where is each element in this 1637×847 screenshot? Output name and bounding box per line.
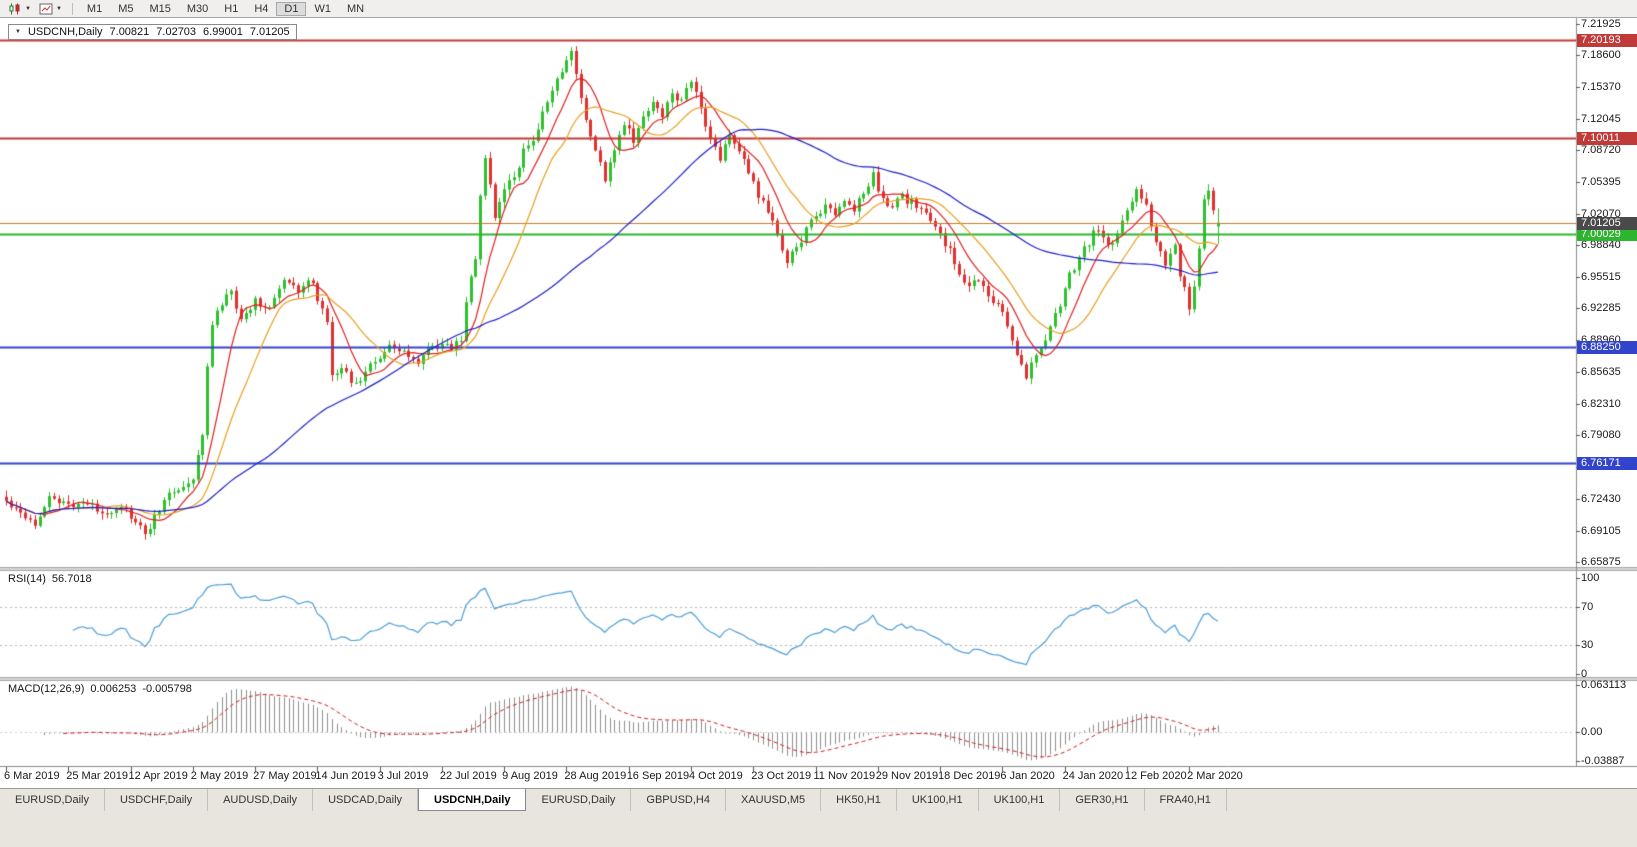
tab-audusd-daily[interactable]: AUDUSD,Daily [208, 789, 314, 811]
y-axis-tick: 7.08720 [1581, 144, 1621, 157]
price-axis[interactable]: 7.21925 7.18600 7.15370 7.12045 7.08720 7.053… [1577, 0, 1637, 847]
tab-usdchf-daily[interactable]: USDCHF,Daily [104, 789, 209, 811]
price-level-tag: 6.76171 [1577, 457, 1637, 471]
timeframe-d1[interactable]: D1 [276, 1, 307, 16]
ohlc-low-value: 6.99001 [203, 26, 243, 38]
x-axis-label: 24 Jan 2020 [1062, 770, 1124, 782]
price-level-tag: 7.00029 [1577, 228, 1637, 242]
chart-type-button[interactable]: ▼ [4, 2, 35, 16]
rsi-indicator-label: RSI(14) 56.7018 [8, 573, 92, 585]
tab-hk50-h1[interactable]: HK50,H1 [821, 789, 897, 811]
y-axis-tick: 6.65875 [1581, 556, 1621, 569]
timeframe-h1[interactable]: H1 [224, 2, 239, 15]
x-axis-label: 4 Oct 2019 [688, 770, 743, 782]
ohlc-close-value: 7.01205 [249, 26, 290, 38]
y-axis-tick: 7.15370 [1581, 80, 1621, 93]
macd-value: 0.006253 [90, 683, 137, 695]
y-axis-tick: 6.72430 [1581, 493, 1621, 506]
macd-scale-tick: -0.03887 [1581, 754, 1625, 767]
x-axis-label: 3 Jul 2019 [377, 770, 429, 782]
ohlc-high-value: 7.02703 [156, 26, 197, 38]
y-axis-tick: 6.69105 [1581, 525, 1621, 538]
collapse-indicator-icon[interactable]: ▼ [15, 29, 21, 35]
timeframe-h4[interactable]: H4 [254, 2, 269, 15]
rsi-scale-tick: 70 [1581, 600, 1594, 613]
x-axis-label: 2 Mar 2020 [1187, 770, 1243, 782]
tab-uk100-h1[interactable]: UK100,H1 [978, 789, 1061, 811]
timeframe-row: M1 M5 M15 M30 H1 H4 D1 W1 MN [79, 1, 372, 16]
ohlc-open-value: 7.00821 [109, 26, 150, 38]
tab-fra40-h1[interactable]: FRA40,H1 [1144, 789, 1227, 811]
rsi-name: RSI(14) [8, 573, 46, 585]
chart-symbol-label: USDCNH,Daily [27, 26, 103, 38]
y-axis-tick: 6.92285 [1581, 302, 1621, 315]
macd-name: MACD(12,26,9) [8, 683, 85, 695]
tab-ger30-h1[interactable]: GER30,H1 [1060, 789, 1145, 811]
y-axis-tick: 6.79080 [1581, 429, 1621, 442]
timeframe-m1[interactable]: M1 [86, 2, 103, 15]
y-axis-tick: 6.82310 [1581, 398, 1621, 411]
y-axis-tick: 7.21925 [1581, 17, 1621, 30]
toolbar-separator [71, 2, 73, 15]
x-axis-label: 12 Apr 2019 [128, 770, 188, 782]
current-price-tag: 7.01205 [1577, 216, 1637, 230]
x-axis-label: 9 Aug 2019 [502, 770, 558, 782]
x-axis-label: 29 Nov 2019 [875, 770, 939, 782]
x-axis-label: 2 May 2019 [190, 770, 249, 782]
line-chart-icon [39, 3, 53, 14]
x-axis-label: 6 Mar 2019 [4, 770, 60, 782]
price-level-tag: 7.10011 [1577, 132, 1637, 146]
timeframe-m5[interactable]: M5 [118, 2, 134, 15]
x-axis-label: 28 Aug 2019 [564, 770, 627, 782]
time-axis[interactable]: 6 Mar 2019 25 Mar 2019 12 Apr 2019 2 May 20… [0, 767, 1576, 787]
bottom-bar: EURUSD,Daily USDCHF,Daily AUDUSD,Daily USDC… [0, 788, 1637, 847]
rsi-scale-tick: 30 [1581, 639, 1594, 652]
rsi-scale-tick: 100 [1581, 572, 1600, 584]
y-axis-tick: 7.18600 [1581, 49, 1621, 62]
chevron-down-icon: ▼ [55, 5, 62, 12]
rsi-scale-tick: 0 [1581, 668, 1588, 680]
macd-signal-value: -0.005798 [142, 683, 192, 695]
y-axis-tick: 6.85635 [1581, 366, 1621, 379]
timeframe-m30[interactable]: M30 [186, 2, 209, 15]
y-axis-tick: 6.98840 [1581, 239, 1621, 252]
x-axis-label: 18 Dec 2019 [938, 770, 1001, 782]
macd-scale-tick: 0.063113 [1581, 679, 1627, 692]
y-axis-tick: 6.95515 [1581, 271, 1621, 284]
tab-eurusd-daily[interactable]: EURUSD,Daily [0, 789, 105, 811]
rsi-value: 56.7018 [51, 573, 92, 585]
x-axis-label: 14 Jun 2019 [315, 770, 376, 782]
macd-scale-tick: 0.00 [1581, 725, 1603, 738]
tab-gbpusd-h4[interactable]: GBPUSD,H4 [631, 789, 726, 811]
x-axis-label: 22 Jul 2019 [439, 770, 497, 782]
x-axis-label: 16 Sep 2019 [626, 770, 690, 782]
chart-info-bar: ▼ USDCNH,Daily 7.00821 7.02703 6.99001 7… [8, 24, 297, 40]
x-axis-label: 25 Mar 2019 [66, 770, 129, 782]
tab-eurusd-daily[interactable]: EURUSD,Daily [526, 789, 632, 811]
chart-template-button[interactable]: ▼ [35, 2, 66, 16]
timeframe-w1[interactable]: W1 [314, 2, 331, 15]
x-axis-label: 12 Feb 2020 [1124, 770, 1187, 782]
tab-usdcnh-daily[interactable]: USDCNH,Daily [418, 789, 527, 811]
candlestick-chart-icon [9, 3, 20, 14]
y-axis-tick: 7.12045 [1581, 112, 1621, 125]
top-toolbar: ▼ ▼ M1 M5 M15 M30 H1 H4 D1 W1 MN [0, 0, 1637, 18]
timeframe-mn[interactable]: MN [346, 2, 365, 15]
x-axis-label: 27 May 2019 [253, 770, 317, 782]
price-level-tag: 6.88250 [1577, 341, 1637, 355]
tab-usdcad-daily[interactable]: USDCAD,Daily [313, 789, 419, 811]
x-axis-label: 6 Jan 2020 [1000, 770, 1055, 782]
chart-tab-bar: EURUSD,Daily USDCHF,Daily AUDUSD,Daily USDC… [0, 789, 1637, 811]
x-axis-label: 11 Nov 2019 [813, 770, 876, 782]
x-axis-label: 23 Oct 2019 [751, 770, 812, 782]
macd-indicator-label: MACD(12,26,9) 0.006253 -0.005798 [8, 683, 192, 695]
tab-xauusd-m5[interactable]: XAUUSD,M5 [725, 789, 822, 811]
timeframe-m15[interactable]: M15 [149, 2, 171, 15]
tab-uk100-h1[interactable]: UK100,H1 [896, 789, 979, 811]
price-level-tag: 7.20193 [1577, 34, 1637, 48]
y-axis-tick: 7.05395 [1581, 176, 1621, 189]
chevron-down-icon: ▼ [25, 5, 31, 12]
